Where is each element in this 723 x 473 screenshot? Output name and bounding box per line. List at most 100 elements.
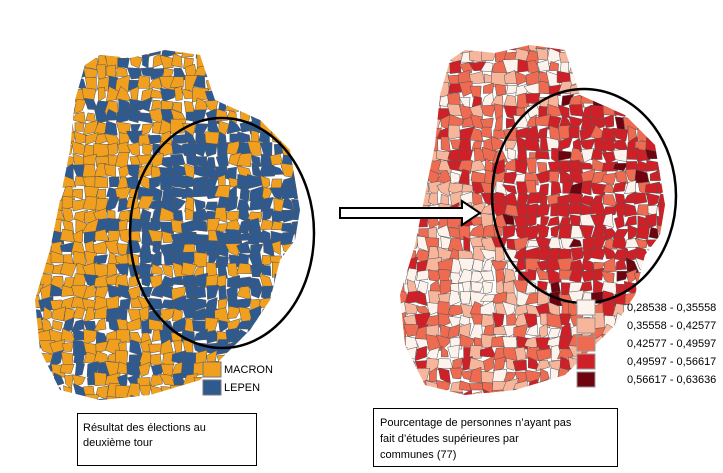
- commune: [413, 74, 430, 86]
- commune: [106, 395, 119, 400]
- commune: [536, 47, 549, 61]
- commune: [413, 95, 430, 106]
- commune: [216, 242, 230, 257]
- commune: [71, 188, 83, 200]
- commune: [491, 291, 508, 304]
- commune: [215, 152, 229, 169]
- commune: [418, 149, 428, 164]
- commune: [425, 136, 439, 153]
- commune: [35, 362, 43, 378]
- commune: [481, 45, 497, 53]
- commune: [204, 50, 221, 58]
- commune: [93, 317, 107, 332]
- commune: [35, 186, 41, 202]
- commune: [38, 67, 52, 81]
- commune: [580, 93, 595, 104]
- commune: [61, 207, 74, 225]
- commune: [512, 359, 527, 372]
- commune: [238, 55, 252, 71]
- commune: [593, 261, 606, 272]
- commune: [61, 50, 77, 59]
- commune: [414, 47, 430, 61]
- commune: [295, 375, 300, 387]
- commune: [547, 216, 560, 227]
- legend-label: 0,49597 - 0,56617: [627, 356, 716, 368]
- commune: [238, 89, 253, 100]
- commune: [259, 53, 273, 67]
- commune: [406, 102, 418, 116]
- commune: [105, 50, 120, 58]
- commune: [280, 67, 298, 77]
- commune: [72, 229, 83, 245]
- commune: [291, 220, 300, 236]
- commune: [400, 45, 409, 51]
- commune: [204, 65, 219, 78]
- commune: [400, 116, 408, 130]
- commune: [292, 97, 300, 114]
- commune: [536, 379, 552, 395]
- commune: [96, 64, 107, 80]
- commune: [197, 394, 209, 400]
- commune: [138, 361, 151, 378]
- commune: [227, 305, 242, 319]
- commune: [49, 350, 64, 367]
- legend-swatch: [576, 371, 596, 388]
- commune: [601, 345, 614, 362]
- commune: [535, 359, 551, 372]
- commune: [39, 396, 54, 400]
- commune: [38, 221, 55, 231]
- commune: [257, 65, 273, 81]
- commune: [40, 119, 53, 137]
- commune: [469, 128, 484, 142]
- commune: [601, 360, 618, 373]
- commune: [647, 256, 659, 272]
- commune: [406, 191, 421, 208]
- commune: [644, 148, 662, 160]
- commune: [261, 207, 274, 222]
- commune: [284, 283, 298, 301]
- commune: [236, 64, 249, 80]
- commune: [402, 368, 419, 381]
- commune: [106, 262, 118, 277]
- commune: [224, 196, 238, 212]
- commune: [400, 148, 408, 165]
- commune: [126, 141, 141, 157]
- commune: [503, 94, 517, 108]
- commune: [38, 130, 53, 143]
- commune: [579, 281, 593, 293]
- commune: [174, 85, 183, 101]
- commune: [503, 45, 517, 51]
- commune: [35, 242, 40, 255]
- legend-swatch: [576, 317, 596, 334]
- commune: [491, 389, 504, 395]
- commune: [104, 120, 118, 136]
- commune: [291, 399, 300, 400]
- commune: [118, 396, 133, 400]
- commune: [537, 59, 551, 72]
- commune: [49, 177, 65, 186]
- commune: [559, 45, 575, 52]
- commune: [35, 108, 40, 126]
- commune: [105, 64, 117, 79]
- commune: [626, 81, 640, 98]
- commune: [236, 152, 253, 168]
- commune: [438, 392, 453, 395]
- commune: [425, 390, 440, 395]
- commune: [452, 357, 463, 369]
- commune: [400, 136, 408, 153]
- commune: [527, 356, 541, 371]
- commune: [291, 383, 300, 398]
- commune: [414, 45, 430, 53]
- commune: [568, 126, 580, 139]
- commune: [268, 52, 286, 70]
- commune: [35, 165, 44, 179]
- commune: [471, 258, 484, 273]
- commune: [114, 263, 130, 277]
- commune: [170, 154, 186, 167]
- commune: [424, 237, 440, 253]
- commune: [616, 257, 627, 271]
- commune: [495, 180, 508, 195]
- commune: [447, 390, 464, 395]
- commune: [480, 126, 493, 139]
